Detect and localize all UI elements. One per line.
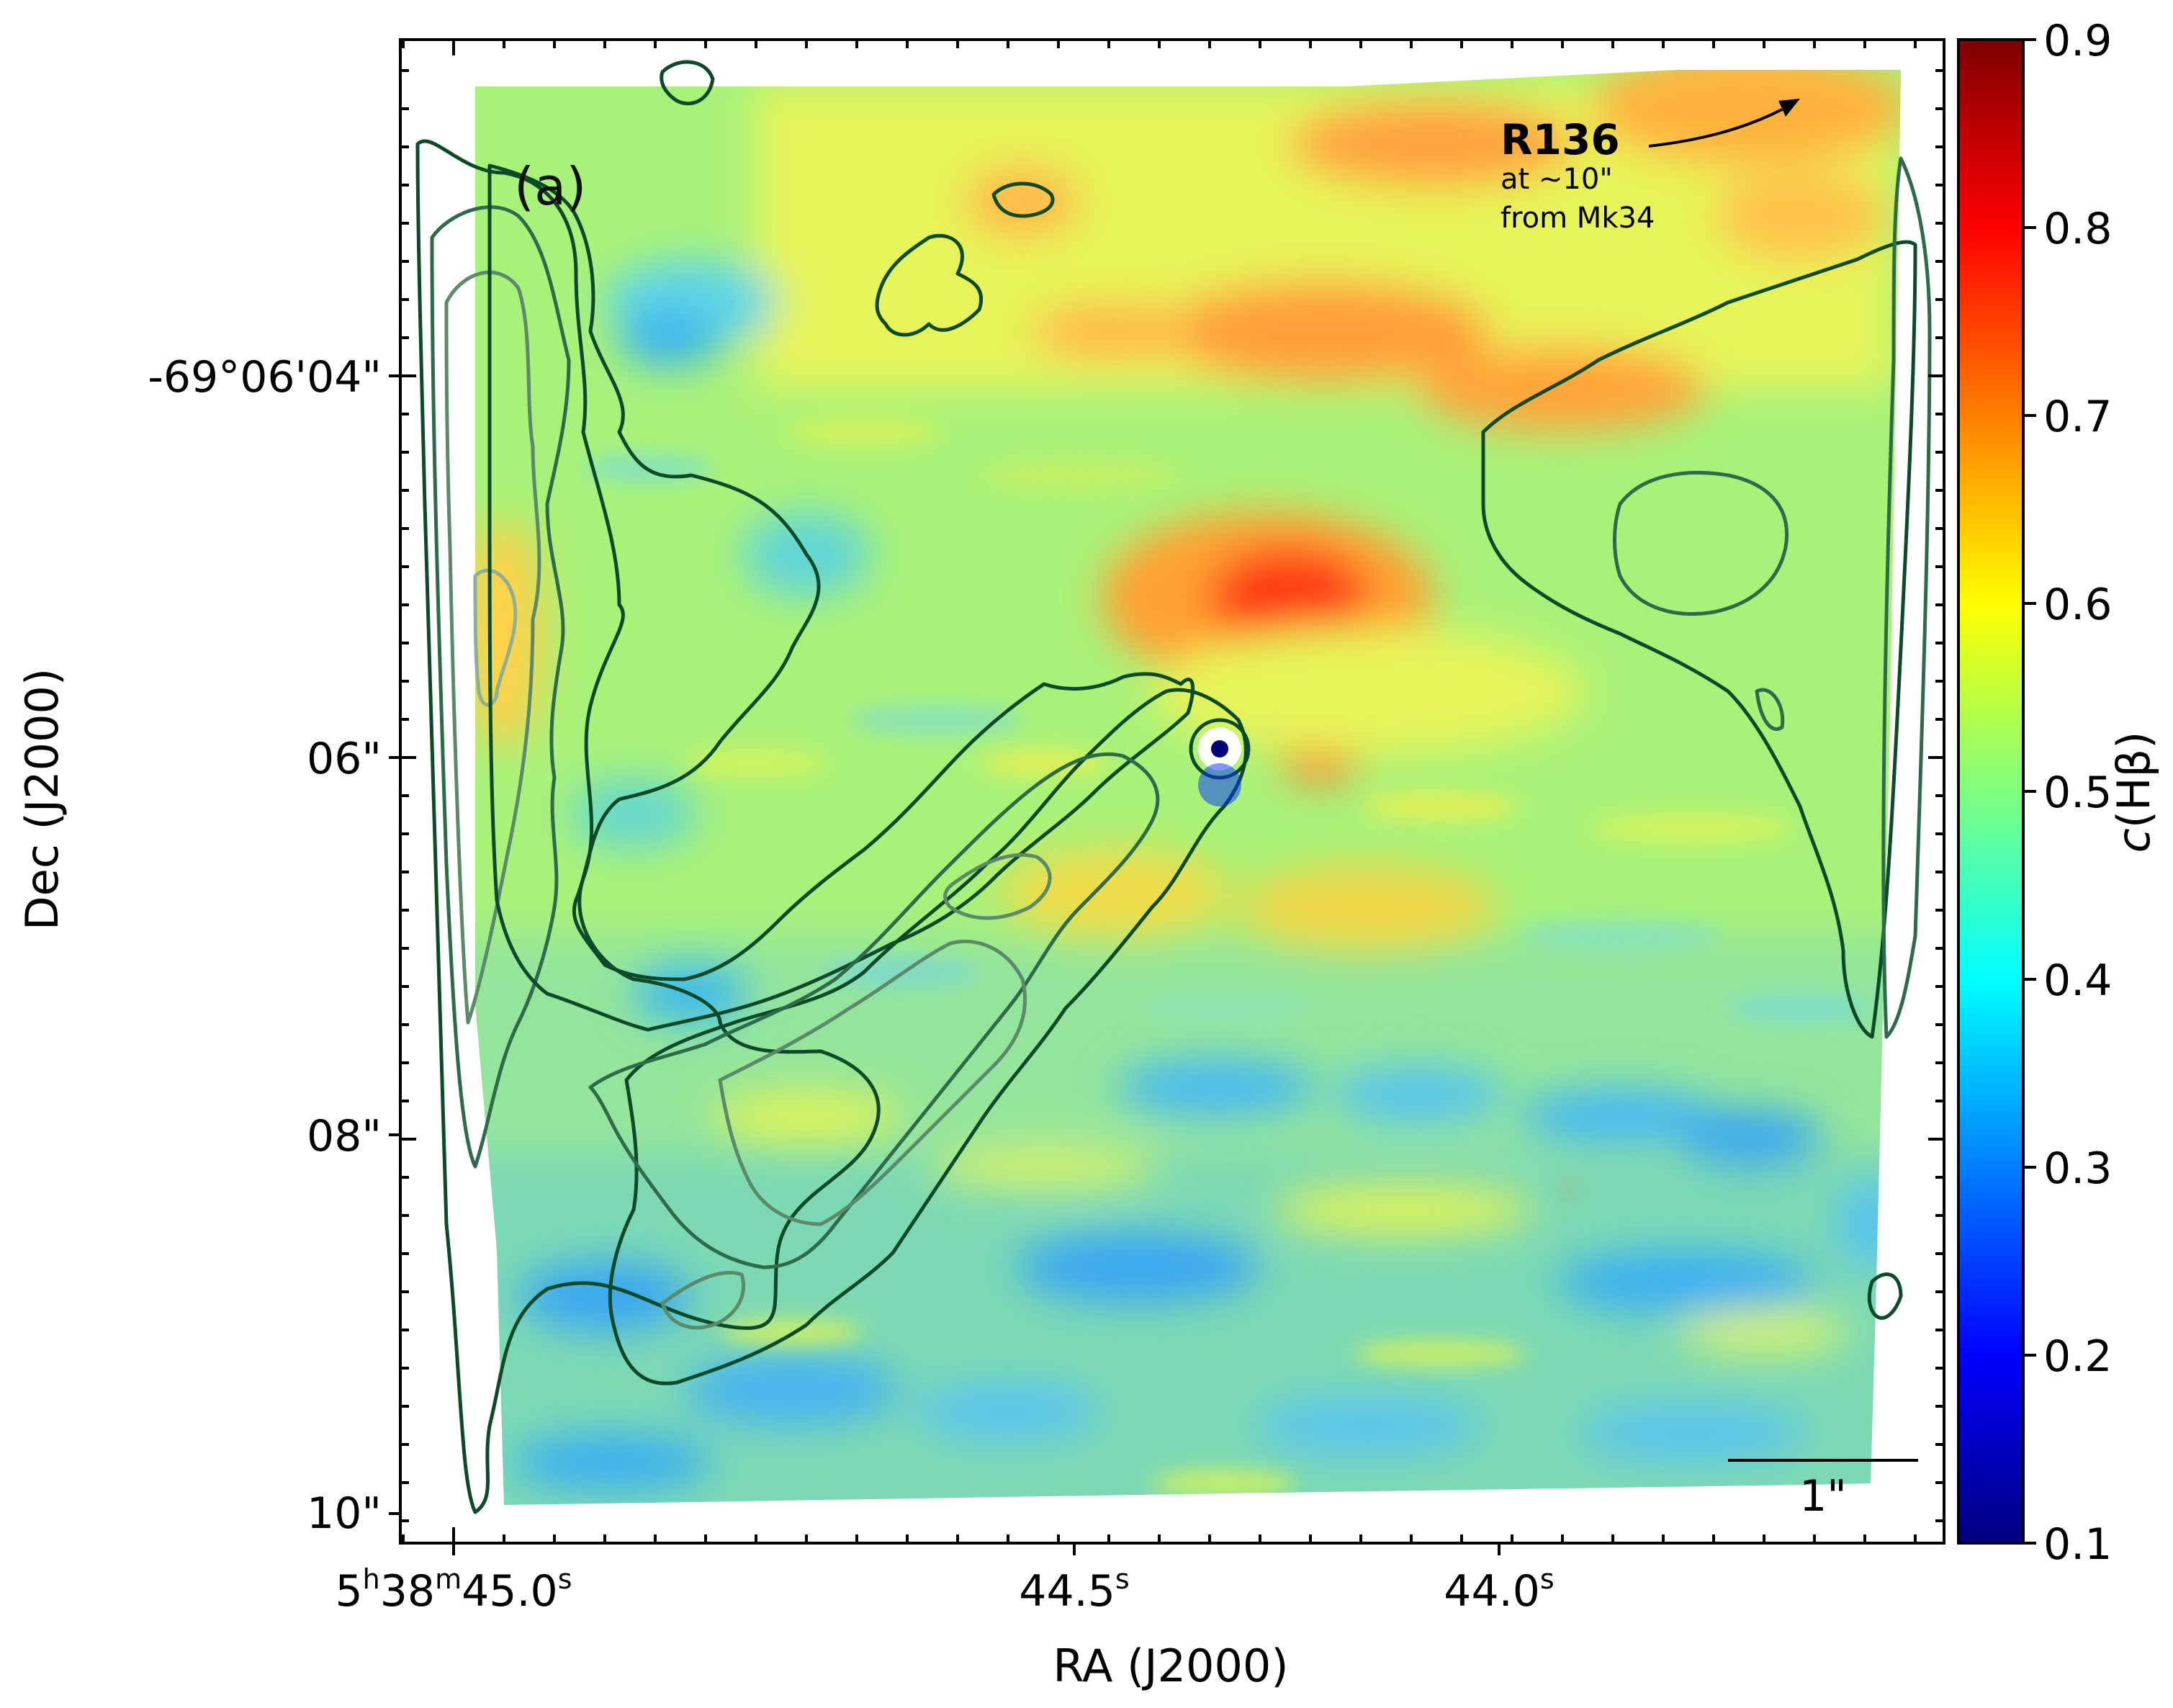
colorbar-tick-label: 0.4 — [2043, 956, 2112, 1006]
colorbar-label: c(Hβ) — [2107, 732, 2160, 853]
colorbar-tick-label: 0.6 — [2043, 580, 2112, 630]
contour-left-4 — [473, 568, 518, 707]
contour-ridge-3 — [718, 939, 1027, 1226]
x-axis-ticks — [402, 40, 1917, 1555]
r136-reference: from Mk34 — [1501, 202, 1655, 235]
y-tick-label: 10" — [307, 1488, 382, 1539]
contour-right-bottom — [1867, 1272, 1903, 1320]
contour-top-mid — [875, 233, 984, 337]
contour-ridge-outer — [608, 688, 1248, 1385]
colorbar-ticks: 0.1 0.2 0.3 0.4 0.5 0.6 0.7 0.8 0.9 — [2023, 16, 2112, 1570]
contour-right-small — [1755, 688, 1785, 731]
contour-left-2 — [430, 205, 571, 1169]
x-axis-title: RA (J2000) — [1053, 1640, 1288, 1692]
colorbar-tick-label: 0.5 — [2043, 768, 2112, 818]
contour-ridge-4 — [943, 853, 1052, 920]
colorbar-tick-label: 0.7 — [2043, 392, 2112, 442]
r136-label: R136 — [1501, 115, 1620, 164]
x-tick-label: 44.0s — [1444, 1563, 1554, 1617]
panel-label: (a) — [514, 156, 586, 217]
r136-distance: at ~10" — [1501, 163, 1613, 196]
y-tick-label: 06" — [307, 734, 382, 784]
contour-right-outer — [1481, 240, 1917, 1039]
y-tick-label: 08" — [307, 1111, 382, 1161]
contour-left-outer — [415, 139, 881, 1514]
contour-ridge-5 — [660, 1270, 746, 1330]
colorbar-tick-label: 0.9 — [2043, 16, 2112, 66]
contour-left-large — [487, 163, 1195, 1032]
contour-left-3 — [444, 270, 541, 1025]
contour-lines — [415, 60, 1932, 1514]
colorbar-tick-label: 0.8 — [2043, 204, 2112, 254]
r136-arrow — [1648, 108, 1783, 148]
x-tick-label: 44.5s — [1019, 1563, 1129, 1617]
heatmap-image — [439, 70, 1901, 1505]
contour-right-edge — [1881, 156, 1932, 1039]
y-axis-title: Dec (J2000) — [16, 668, 68, 930]
colorbar-tick-label: 0.2 — [2043, 1331, 2112, 1382]
r136-arrow-head — [1778, 99, 1800, 117]
scale-bar-label: 1" — [1799, 1471, 1847, 1522]
contour-right-inner — [1613, 470, 1789, 616]
x-tick-label: 5h38m45.0s — [335, 1563, 572, 1617]
colorbar-tick-label: 0.1 — [2043, 1519, 2112, 1570]
mk34-star-marker — [1198, 727, 1241, 806]
contour-top-left-blob — [660, 60, 715, 106]
colorbar — [1943, 38, 2025, 1545]
contour-ridge-2 — [588, 752, 1160, 1269]
contour-top-mid-2 — [991, 181, 1055, 218]
colorbar-tick-label: 0.3 — [2043, 1143, 2112, 1194]
y-tick-label: -69°06'04" — [148, 352, 382, 403]
